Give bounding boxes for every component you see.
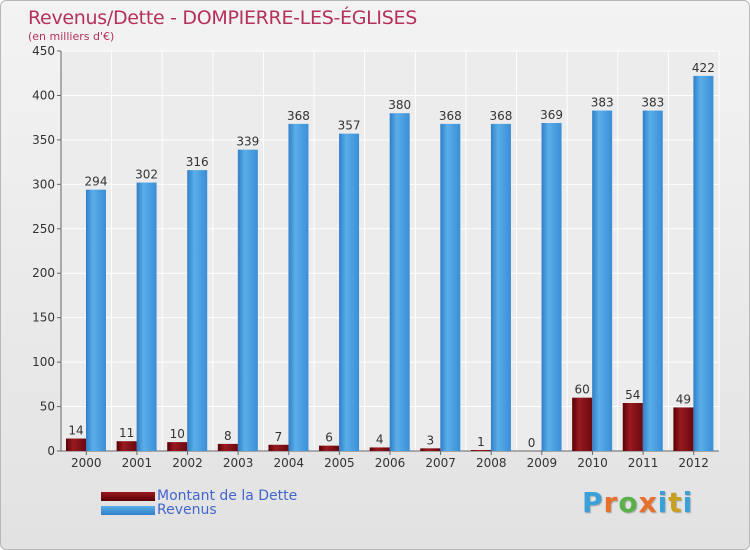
revenus-value-label: 302 [135,168,158,182]
y-tick-label: 250 [32,222,55,236]
revenus-value-label: 422 [692,61,715,75]
x-tick-label: 2003 [223,456,254,470]
revenus-bar [541,123,562,451]
y-tick-label: 200 [32,266,55,280]
legend-item-revenus: Revenus [101,502,217,518]
y-tick-label: 450 [32,44,55,58]
revenus-bar [592,110,613,452]
logo-letter: x [638,486,658,519]
revenus-value-label: 339 [236,135,259,149]
revenus-value-label: 368 [439,109,462,123]
revenus-bar [490,123,511,451]
debt-value-label: 60 [575,383,590,397]
debt-value-label: 3 [426,433,434,447]
x-tick-label: 2000 [71,456,102,470]
debt-value-label: 49 [676,392,691,406]
y-tick-label: 50 [40,400,55,414]
debt-value-label: 54 [625,388,640,402]
revenus-value-label: 368 [489,109,512,123]
debt-bar [572,397,593,451]
revenus-value-label: 383 [591,96,614,110]
revenus-value-label: 368 [287,109,310,123]
debt-bar [622,403,643,451]
y-tick-label: 300 [32,177,55,191]
debt-bar [268,444,289,451]
debt-bar [217,443,238,451]
y-tick-label: 0 [47,444,55,458]
logo-letter: i [682,486,694,519]
revenus-value-label: 383 [641,96,664,110]
debt-value-label: 7 [275,430,283,444]
revenus-value-label: 357 [338,119,361,133]
x-tick-label: 2007 [425,456,456,470]
revenus-value-label: 294 [85,175,108,189]
legend-label-revenus: Revenus [157,502,217,518]
proxiti-logo: Proxiti [582,486,693,519]
logo-letter: P [582,486,604,519]
debt-value-label: 1 [477,435,485,449]
revenus-bar [288,123,309,451]
legend-swatch-revenus [101,505,155,515]
legend-swatch-debt [101,491,155,501]
x-tick-label: 2009 [527,456,558,470]
x-tick-label: 2006 [375,456,406,470]
logo-letter: r [603,486,619,519]
chart-title: Revenus/Dette - DOMPIERRE-LES-ÉGLISES [28,7,417,29]
revenus-bar [187,170,208,451]
revenus-bar [693,75,714,451]
y-tick-label: 100 [32,355,55,369]
debt-bar [319,445,340,451]
logo-letter: i [657,486,669,519]
debt-bar [673,407,694,451]
revenus-value-label: 380 [388,98,411,112]
legend-label-debt: Montant de la Dette [157,488,298,504]
debt-value-label: 6 [325,431,333,445]
x-tick-label: 2011 [628,456,659,470]
debt-bar [167,442,188,451]
x-tick-label: 2012 [678,456,709,470]
unit-label: (en milliers d'€) [28,30,115,43]
x-tick-label: 2001 [122,456,153,470]
y-tick-label: 150 [32,311,55,325]
revenus-bar [86,189,106,451]
revenus-bar [237,149,258,451]
x-tick-label: 2010 [577,456,608,470]
logo-letter: t [668,486,683,519]
debt-value-label: 14 [68,424,83,438]
y-tick-label: 350 [32,133,55,147]
revenus-bar [440,123,461,451]
x-tick-label: 2004 [273,456,304,470]
legend-item-debt: Montant de la Dette [101,488,297,504]
debt-bar [66,438,86,451]
revenus-value-label: 369 [540,108,563,122]
x-tick-label: 2002 [172,456,203,470]
revenus-bar [642,110,663,452]
debt-value-label: 0 [528,436,536,450]
x-tick-label: 2005 [324,456,355,470]
revenus-bar [136,182,157,452]
debt-value-label: 4 [376,432,384,446]
debt-bar [369,447,390,451]
debt-value-label: 11 [119,426,134,440]
debt-value-label: 8 [224,429,232,443]
revenus-bar [339,133,360,451]
x-tick-label: 2008 [476,456,507,470]
debt-bar [116,441,137,451]
logo-letter: o [618,486,639,519]
debt-bar [470,450,491,451]
debt-bar [420,448,441,451]
debt-value-label: 10 [170,427,185,441]
y-tick-label: 400 [32,88,55,102]
revenus-value-label: 316 [186,155,209,169]
revenus-bar [389,113,410,451]
